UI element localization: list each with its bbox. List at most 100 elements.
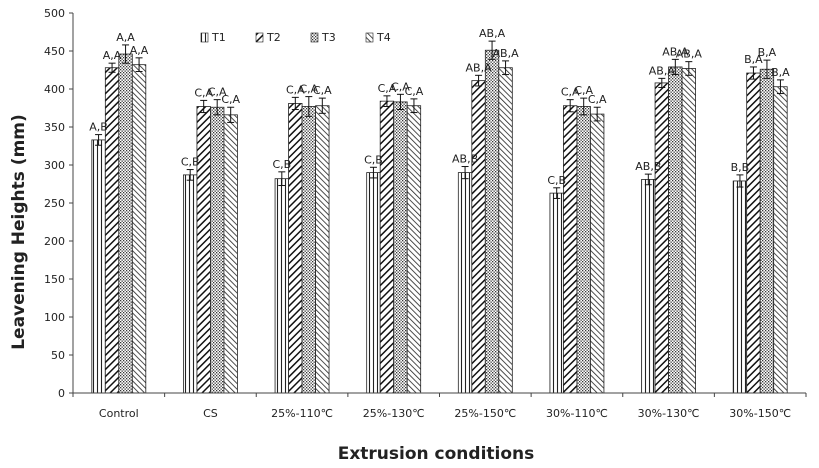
significance-label: C,B [181, 156, 200, 169]
significance-label: C,A [313, 84, 332, 97]
x-axis-categories: Control CS 25%-110℃ 25%-130℃ 25%-150℃ 30%-110… [72, 393, 807, 420]
significance-label: AB,A [649, 64, 676, 77]
y-tick-label: 50 [51, 349, 65, 362]
y-tick-label: 450 [44, 45, 65, 58]
y-axis-ticks: 0 50 100 150 200 250 300 350 400 450 500 [44, 7, 73, 400]
significance-label: C,A [221, 93, 240, 106]
bar-t4 [681, 68, 696, 394]
significance-label: A,B [89, 121, 108, 134]
bar-t2 [288, 103, 303, 394]
legend-label-t3: T3 [321, 31, 336, 44]
bar-t3 [668, 66, 683, 394]
significance-label: C,A [299, 83, 318, 96]
y-tick-label: 100 [44, 311, 65, 324]
legend-swatch-t1 [200, 32, 209, 43]
significance-label: A,A [103, 49, 122, 62]
significance-label: C,B [364, 153, 383, 166]
bar-t2 [563, 105, 578, 394]
bar-t1 [549, 192, 564, 394]
bar-t1 [366, 172, 381, 394]
significance-label: B,A [771, 66, 790, 79]
bar-t1 [457, 172, 473, 394]
bar-t3 [210, 106, 225, 394]
legend-label-t2: T2 [266, 31, 281, 44]
bar-t2 [746, 72, 761, 394]
significance-label: AB,A [493, 47, 520, 60]
bar-t2 [104, 67, 120, 394]
legend-swatch-t4 [365, 32, 374, 43]
x-axis-title: Extrusion conditions [338, 444, 535, 464]
bar-t4 [406, 105, 422, 394]
y-tick-label: 250 [44, 197, 65, 210]
bar-t4 [590, 113, 605, 394]
x-tick-label: CS [203, 407, 218, 420]
significance-label: AB,A [466, 61, 493, 74]
x-tick-label: 30%-150℃ [729, 407, 791, 420]
significance-labels: A,BA,AA,AA,AC,BC,AC,AC,AC,BC,AC,AC,AC,BC… [89, 27, 790, 187]
bar-t3 [301, 106, 316, 394]
significance-label: C,A [405, 85, 424, 98]
bar-t4 [773, 86, 788, 394]
bar-t4 [498, 67, 513, 394]
x-tick-label: 30%-110℃ [546, 407, 608, 420]
x-tick-label: 25%-110℃ [271, 407, 333, 420]
legend-label-t4: T4 [376, 31, 391, 44]
bar-t1 [183, 174, 198, 394]
significance-label: AB,A [676, 48, 703, 61]
significance-label: C,A [574, 84, 593, 97]
bar-t3 [118, 53, 133, 394]
legend-swatch-t3 [310, 32, 319, 43]
significance-label: AB,B [635, 160, 661, 173]
bar-t4 [223, 114, 238, 394]
significance-label: B,A [744, 53, 763, 66]
bar-t2 [379, 100, 395, 394]
bar-series [91, 49, 788, 394]
x-tick-label: 30%-130℃ [638, 407, 700, 420]
significance-label: C,A [588, 93, 607, 106]
significance-label: C,A [391, 80, 410, 93]
y-tick-label: 150 [44, 273, 65, 286]
y-tick-label: 500 [44, 7, 65, 20]
error-bars [95, 40, 784, 199]
significance-label: C,A [286, 83, 305, 96]
significance-label: C,B [547, 174, 566, 187]
x-tick-label: 25%-150℃ [454, 407, 516, 420]
bar-t3 [759, 68, 775, 394]
bar-t1 [91, 139, 106, 394]
x-tick-label: 25%-130℃ [363, 407, 425, 420]
y-tick-label: 200 [44, 235, 65, 248]
significance-label: C,A [378, 82, 397, 95]
significance-label: AB,B [452, 153, 478, 166]
bar-t3 [576, 106, 591, 394]
significance-label: C,B [272, 158, 291, 171]
bar-t4 [131, 64, 147, 394]
bar-t1 [641, 179, 656, 394]
significance-label: A,A [130, 44, 149, 57]
bar-t2 [654, 82, 669, 394]
bar-t3 [393, 101, 408, 394]
significance-label: C,A [194, 86, 213, 99]
y-axis-title: Leavening Heights (mm) [9, 114, 29, 350]
bar-t1 [274, 178, 289, 394]
significance-label: B,B [731, 161, 750, 174]
y-tick-label: 350 [44, 121, 65, 134]
legend-swatch-t2 [255, 32, 264, 43]
significance-label: B,A [758, 46, 777, 59]
bar-t2 [471, 80, 486, 394]
x-tick-label: Control [99, 407, 139, 420]
significance-label: AB,A [662, 45, 689, 58]
bar-t4 [315, 105, 330, 394]
bar-t2 [196, 106, 211, 394]
legend-label-t1: T1 [211, 31, 226, 44]
significance-label: A,A [116, 31, 135, 44]
y-tick-label: 400 [44, 83, 65, 96]
significance-label: C,A [561, 86, 580, 99]
y-tick-label: 300 [44, 159, 65, 172]
legend: T1 T2 T3 T4 [200, 31, 391, 44]
significance-label: C,A [208, 86, 227, 99]
bar-t3 [484, 49, 500, 394]
y-tick-label: 0 [58, 387, 65, 400]
bar-t1 [732, 180, 748, 394]
significance-label: AB,A [479, 27, 506, 40]
